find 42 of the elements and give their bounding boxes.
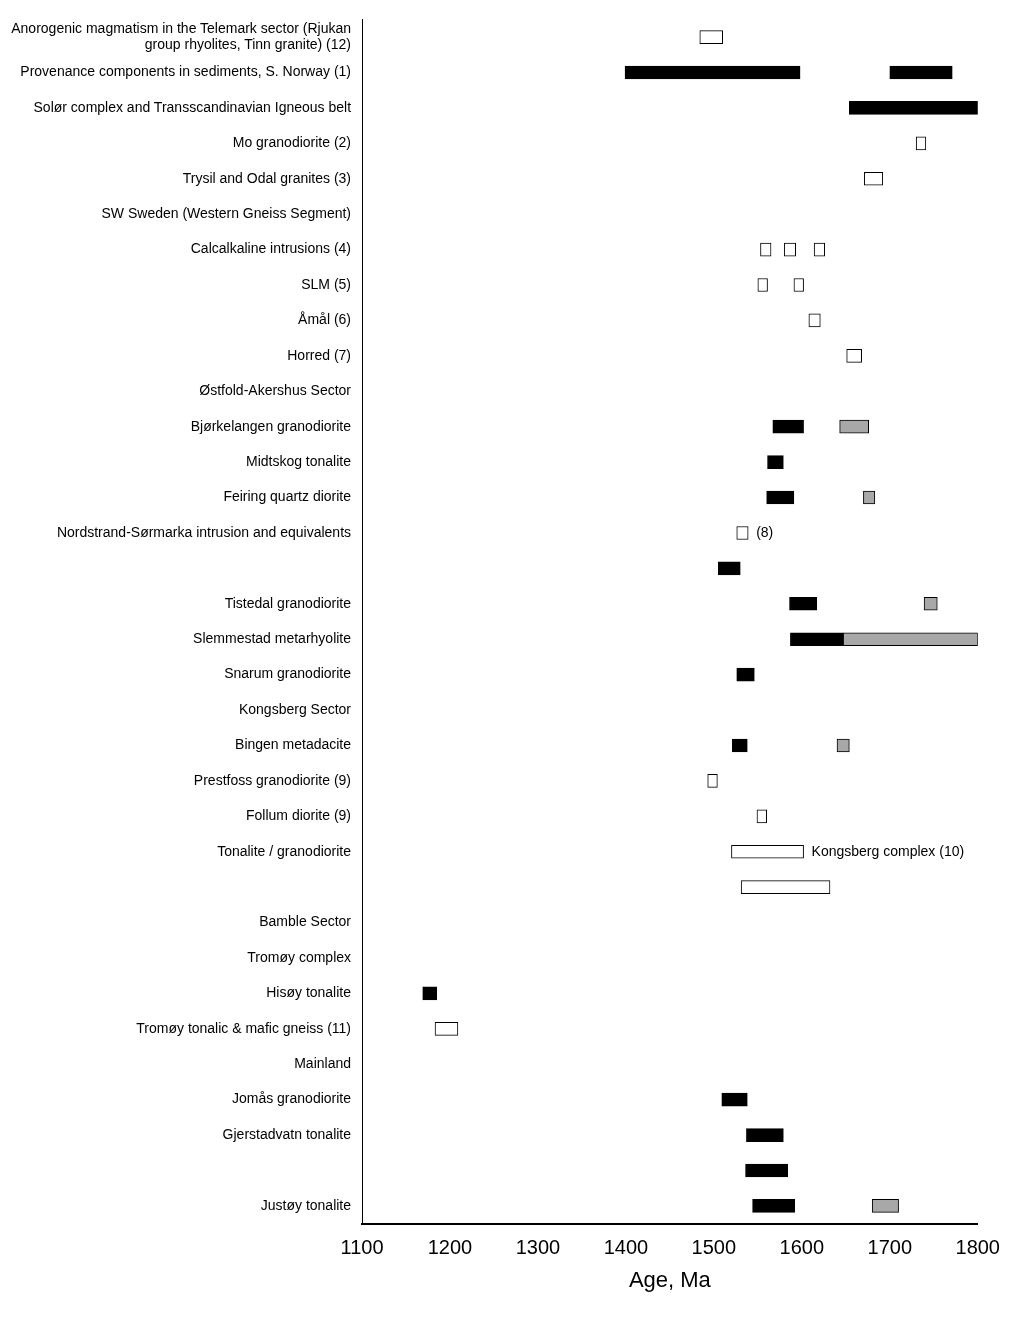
- y-tick-label: Midtskog tonalite: [245, 452, 352, 469]
- y-tick-label: Solør complex and Transscandinavian Igneous belt: [33, 98, 352, 115]
- x-tick-label: 1500: [691, 1236, 737, 1259]
- y-tick-label: Kongsberg Sector: [238, 700, 352, 717]
- y-tick-label: Slemmestad metarhyolite: [193, 630, 352, 647]
- x-tick-label: 1100: [340, 1236, 384, 1259]
- y-tick-label: Horred (7): [287, 346, 352, 363]
- x-tick-label: 1800: [955, 1236, 1000, 1259]
- y-tick-label: Tromøy complex: [247, 948, 352, 965]
- annotation: Kongsberg complex (10): [811, 842, 965, 859]
- y-tick-label: SW Sweden (Western Gneiss Segment): [101, 205, 352, 222]
- y-tick-label: Calcalkaline intrusions (4): [190, 240, 352, 257]
- y-tick-label: Østfold-Akershus Sector: [199, 382, 352, 399]
- x-tick-label: 1200: [427, 1236, 473, 1259]
- y-tick-label: Tistedal granodiorite: [224, 594, 352, 611]
- y-tick-label: Tonalite / granodiorite: [217, 842, 352, 859]
- annotation: (8): [756, 523, 774, 540]
- x-tick-label: 1700: [867, 1236, 913, 1259]
- x-tick-label: 1400: [603, 1236, 649, 1259]
- y-tick-label: Mainland: [294, 1055, 352, 1072]
- x-tick-label: 1600: [779, 1236, 825, 1259]
- y-tick-label: Prestfoss granodiorite (9): [193, 771, 352, 788]
- y-tick-label: Gjerstadvatn tonalite: [222, 1125, 352, 1142]
- y-tick-label: Hisøy tonalite: [266, 984, 352, 1001]
- y-tick-label: Anorogenic magmatism in the Telemark sector (Rjukan group rhyolites, Tinn granite) (12): [11, 19, 352, 53]
- y-tick-label: Bjørkelangen granodiorite: [190, 417, 352, 434]
- y-tick-label: Åmål (6): [298, 311, 352, 328]
- y-tick-label: Justøy tonalite: [260, 1196, 352, 1213]
- y-tick-label: Nordstrand-Sørmarka intrusion and equivalents: [56, 523, 352, 540]
- y-tick-label: Trysil and Odal granites (3): [182, 169, 352, 186]
- y-tick-label: Follum diorite (9): [246, 807, 352, 824]
- y-tick-label: Snarum granodiorite: [224, 665, 352, 682]
- y-tick-label: Bingen metadacite: [235, 736, 352, 753]
- y-tick-label: Mo granodiorite (2): [232, 134, 352, 151]
- y-tick-label: Provenance components in sediments, S. Norway (1): [20, 63, 352, 80]
- y-tick-label: Bamble Sector: [259, 913, 352, 930]
- y-tick-label: Jomås granodiorite: [231, 1090, 352, 1107]
- x-axis-title: Age, Ma: [628, 1266, 712, 1292]
- y-tick-label: SLM (5): [301, 275, 352, 292]
- x-tick-label: 1300: [515, 1236, 561, 1259]
- y-tick-label: Tromøy tonalic & mafic gneiss (11): [136, 1019, 352, 1036]
- y-tick-label: Feiring quartz diorite: [223, 488, 352, 505]
